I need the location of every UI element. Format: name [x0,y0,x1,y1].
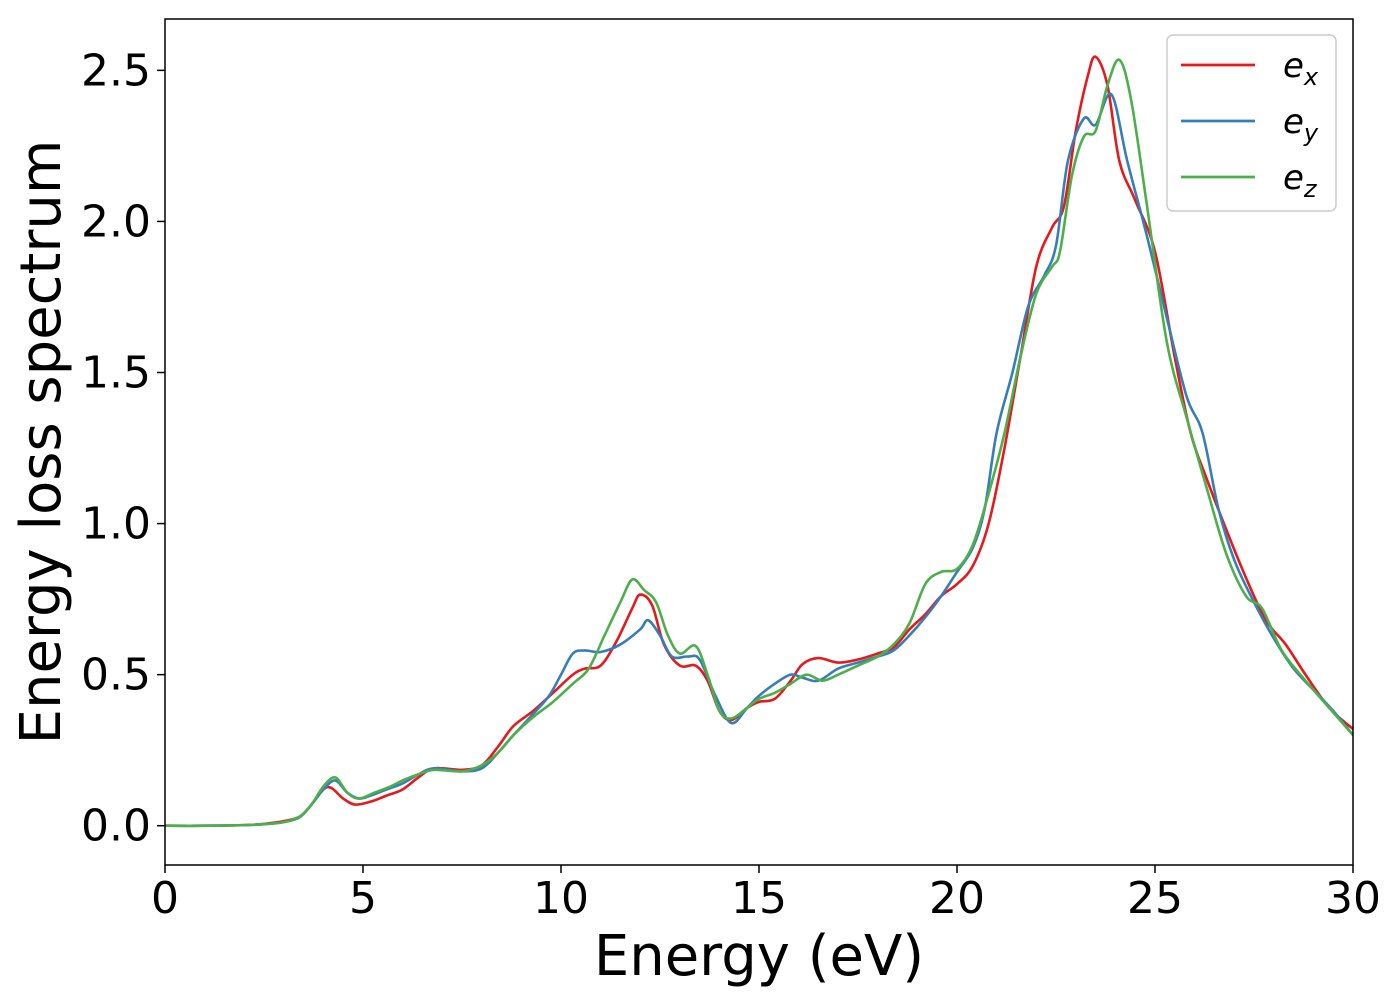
y-tick-label: 2.5 [81,45,151,96]
y-tick-label: 1.0 [81,499,151,550]
y-tick-label: 2.0 [81,196,151,247]
x-tick-label: 25 [1127,873,1183,924]
x-tick-label: 10 [533,873,589,924]
x-tick-label: 5 [349,873,377,924]
series-line-e-y [165,92,1353,828]
x-axis-ticks: 0 5 10 15 20 25 30 [151,865,1381,924]
x-tick-label: 15 [731,873,787,924]
series-layer [165,55,1353,828]
series-line-e-z [165,58,1353,828]
x-tick-label: 0 [151,873,179,924]
x-tick-label: 20 [929,873,985,924]
x-axis-title: Energy (eV) [594,924,924,989]
legend-box [1166,34,1337,212]
y-tick-label: 1.5 [81,348,151,399]
y-tick-label: 0.0 [81,801,151,852]
y-axis-ticks: 0.0 0.5 1.0 1.5 2.0 2.5 [81,45,165,852]
y-axis-title: Energy loss spectrum [9,140,74,745]
y-tick-label: 0.5 [81,650,151,701]
series-line-e-x [165,55,1353,828]
x-tick-label: 30 [1325,873,1381,924]
